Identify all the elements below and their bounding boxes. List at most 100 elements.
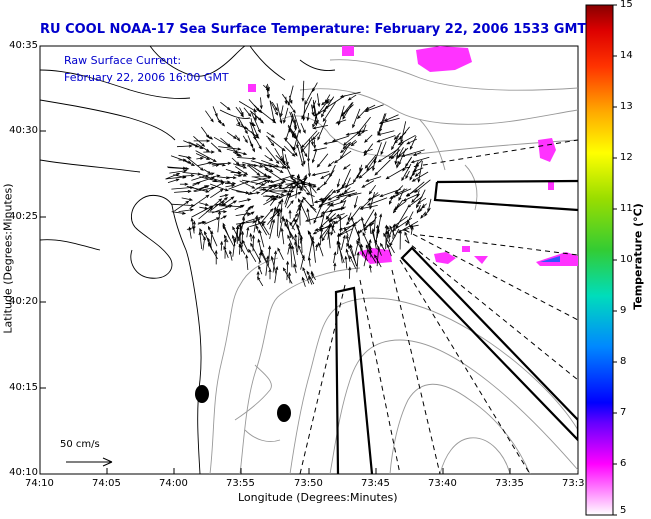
current-vector-head	[305, 218, 310, 222]
current-vector	[336, 182, 346, 193]
current-vector-head	[284, 137, 288, 142]
current-vector	[318, 242, 324, 257]
current-vector	[362, 232, 373, 253]
current-vector-head	[326, 202, 331, 206]
current-vector-head	[330, 231, 334, 236]
current-vector-head	[395, 224, 399, 229]
current-vector-head	[196, 181, 201, 185]
current-vector	[232, 238, 236, 257]
current-vector-head	[299, 234, 303, 239]
current-vector-head	[305, 192, 310, 196]
map-title: RU COOL NOAA-17 Sea Surface Temperature:…	[40, 22, 587, 37]
current-vector-head	[304, 174, 307, 179]
current-vector	[371, 230, 376, 243]
radar-beams	[299, 139, 578, 474]
current-vector-head	[224, 194, 229, 198]
current-vector	[218, 176, 230, 179]
current-vector-head	[337, 121, 341, 126]
current-vector	[392, 225, 395, 239]
current-vector-head	[337, 232, 341, 237]
current-vector	[376, 246, 380, 267]
current-vector-head	[360, 216, 364, 221]
current-vector	[293, 264, 297, 274]
current-vector	[374, 212, 376, 232]
current-vector	[356, 167, 364, 179]
current-vector	[265, 168, 286, 183]
current-vector	[211, 162, 231, 165]
current-vector	[250, 243, 262, 263]
current-vector	[178, 209, 194, 212]
current-vector-head	[266, 94, 270, 99]
current-vector	[274, 266, 278, 284]
current-vector-head	[320, 211, 325, 214]
current-vector	[195, 150, 217, 162]
current-vector-head	[189, 186, 194, 190]
x-tick-label: 74:10	[25, 478, 54, 489]
current-vector-head	[253, 136, 257, 141]
current-vector-head	[346, 221, 350, 226]
current-vector-head	[245, 254, 249, 259]
current-vector-head	[368, 238, 372, 243]
current-vector	[344, 227, 349, 236]
current-vector-head	[210, 172, 215, 176]
current-vector	[326, 216, 336, 234]
current-vector	[283, 107, 289, 124]
current-vector	[410, 224, 419, 228]
current-vector	[260, 252, 271, 271]
coastline	[40, 46, 336, 474]
current-vector-head	[299, 187, 304, 191]
current-vector-head	[364, 139, 368, 143]
current-vector-head	[333, 251, 337, 256]
current-vector	[268, 246, 271, 266]
current-vector-head	[262, 188, 267, 192]
current-vector-head	[256, 218, 261, 222]
current-vector	[296, 204, 301, 214]
current-vector	[380, 141, 387, 155]
current-vector-head	[323, 141, 328, 145]
current-vector-head	[292, 135, 297, 140]
current-vector-head	[244, 126, 249, 130]
current-vector	[396, 161, 399, 168]
current-vector	[212, 106, 218, 117]
current-vector	[347, 212, 352, 221]
current-vector-head	[291, 185, 296, 189]
current-vector	[304, 87, 315, 105]
current-vector	[286, 261, 289, 281]
current-vector-head	[240, 204, 245, 208]
current-vector	[405, 211, 414, 226]
colorbar-ticks	[613, 4, 617, 516]
current-vector-head	[385, 176, 390, 180]
current-vector	[320, 172, 331, 179]
current-vector	[252, 235, 254, 252]
current-vector-head	[261, 222, 265, 227]
current-vector	[284, 193, 291, 208]
current-vector	[174, 190, 191, 193]
current-vector	[361, 244, 364, 257]
current-vector	[401, 163, 412, 181]
current-vector-head	[364, 109, 369, 112]
current-vector	[183, 140, 199, 148]
current-vector	[365, 176, 382, 182]
current-vector	[280, 193, 290, 198]
current-vector-head	[312, 136, 316, 141]
current-vector	[209, 183, 229, 191]
current-vector-head	[206, 134, 210, 139]
current-vector-head	[247, 113, 252, 117]
current-vector-head	[191, 163, 196, 166]
current-vector	[347, 192, 362, 197]
colorbar-tick-label: 9	[620, 305, 627, 316]
current-vector-head	[218, 198, 223, 202]
current-vector	[346, 206, 361, 225]
current-vector-head	[368, 250, 372, 254]
current-vector-head	[255, 135, 260, 139]
current-vector	[369, 265, 372, 273]
current-vector-head	[244, 130, 248, 135]
current-vector	[240, 124, 260, 139]
current-vector-head	[347, 217, 351, 222]
current-vector	[239, 180, 255, 189]
current-vector	[336, 192, 358, 199]
current-vector-head	[302, 129, 306, 134]
current-vector-head	[243, 152, 248, 156]
current-vector	[345, 256, 348, 269]
current-vector-head	[386, 243, 390, 248]
